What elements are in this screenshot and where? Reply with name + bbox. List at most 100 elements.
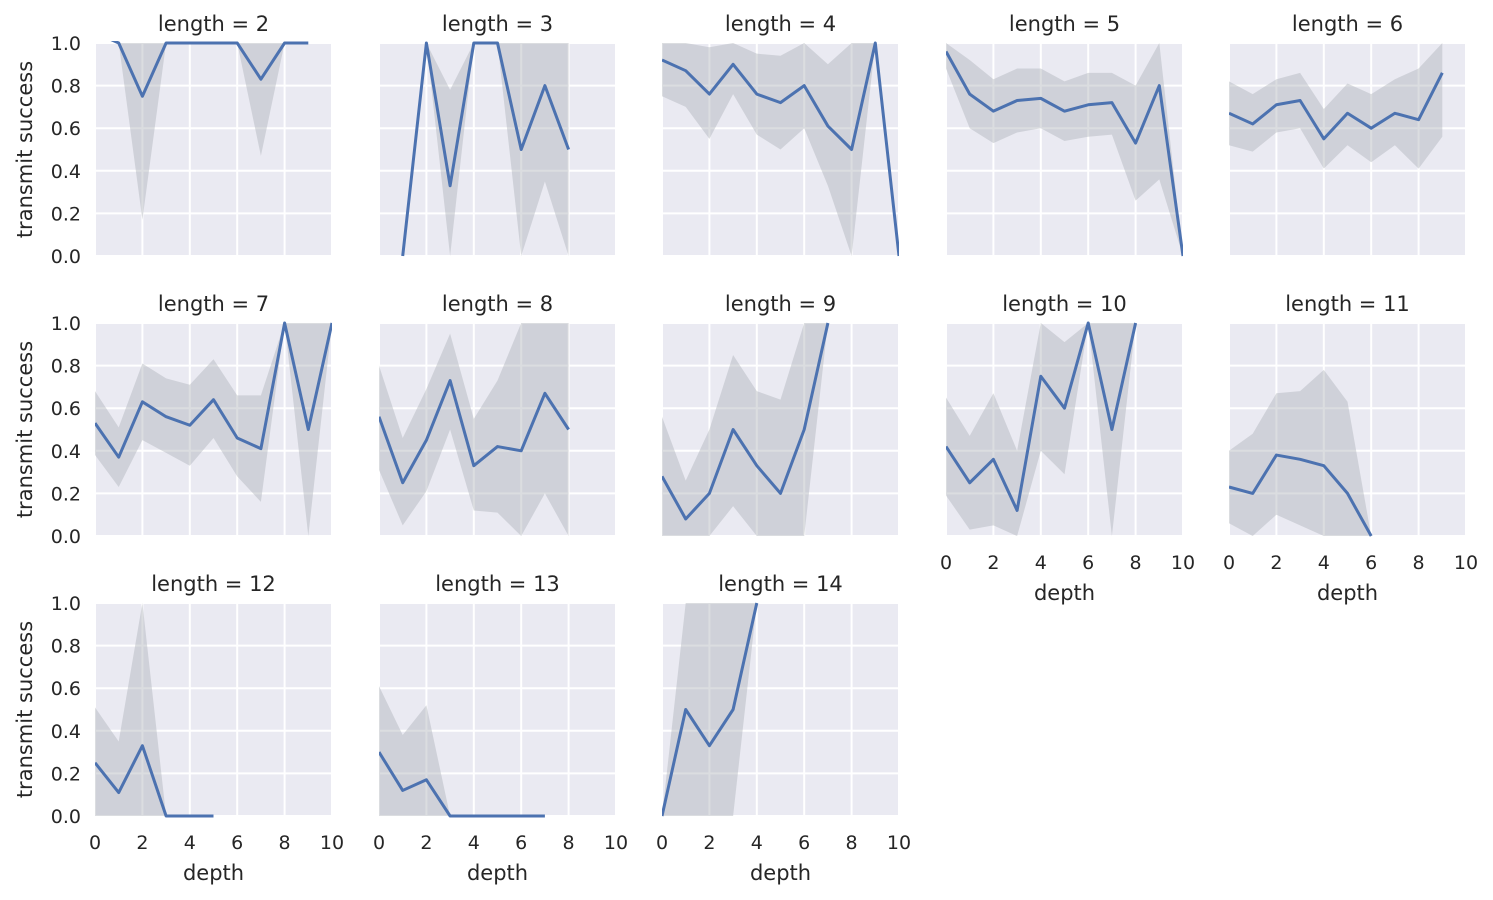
confidence-band	[95, 323, 332, 536]
confidence-band	[1229, 43, 1443, 169]
series-line	[662, 41, 899, 257]
confidence-band	[662, 323, 828, 536]
y-tick-label: 0.6	[51, 118, 81, 140]
x-tick-label: 4	[468, 832, 480, 854]
x-tick-label: 4	[1318, 552, 1330, 574]
x-tick-label: 2	[703, 832, 715, 854]
x-tick-label: 8	[279, 832, 291, 854]
facet-panel: length = 13 0 2 4 6 8 10 depth	[373, 572, 628, 885]
confidence-band	[95, 43, 309, 220]
panel-background	[1229, 323, 1466, 536]
x-tick-label: 2	[420, 832, 432, 854]
confidence-band	[946, 43, 1183, 256]
facet-panel: length = 14 0 2 4 6 8 10 depth	[656, 572, 911, 885]
y-tick-label: 1.0	[51, 593, 81, 615]
series-line	[946, 321, 1138, 512]
panel-title: length = 10	[1002, 292, 1127, 316]
y-tick-label: 0.8	[51, 76, 81, 98]
x-axis-label: depth	[467, 861, 528, 885]
facet-panel: length = 3	[378, 12, 617, 257]
y-tick-label: 1.0	[51, 33, 81, 55]
series-line	[379, 751, 545, 818]
y-tick-label: 0.0	[51, 526, 81, 548]
x-tick-label: 4	[1035, 552, 1047, 574]
panel-title: length = 11	[1285, 292, 1410, 316]
panel-title: length = 6	[1292, 12, 1403, 36]
confidence-band	[379, 323, 569, 536]
x-tick-label: 6	[231, 832, 243, 854]
series-line	[379, 379, 570, 485]
y-tick-label: 0.8	[51, 636, 81, 658]
x-tick-label: 6	[515, 832, 527, 854]
confidence-band	[662, 603, 757, 816]
y-tick-label: 0.6	[51, 398, 81, 420]
confidence-band	[946, 323, 1136, 536]
x-axis-label: depth	[1317, 581, 1378, 605]
panel-background	[379, 323, 616, 536]
x-axis-label: depth	[183, 861, 244, 885]
panel-background	[946, 43, 1183, 256]
x-tick-label: 6	[1365, 552, 1377, 574]
panel-background	[946, 323, 1183, 536]
panel-background	[662, 603, 899, 816]
y-axis-label: transmit success	[13, 621, 37, 798]
confidence-band	[662, 43, 899, 256]
confidence-band	[1229, 369, 1372, 536]
panel-title: length = 3	[442, 12, 553, 36]
y-tick-label: 0.0	[51, 246, 81, 268]
x-tick-label: 6	[798, 832, 810, 854]
y-tick-label: 0.2	[51, 203, 81, 225]
panel-background	[95, 603, 332, 816]
panel-title: length = 12	[151, 572, 276, 596]
x-tick-label: 8	[1413, 552, 1425, 574]
series-line	[946, 50, 1183, 257]
facet-panel: length = 11 0 2 4 6 8 10 depth	[1223, 292, 1478, 605]
facet-panel: length = 2 0.0 0.2 0.4 0.6 0.8 1.0 transmit suc…	[13, 12, 333, 268]
facet-panel: length = 10 0 2 4 6 8 10 depth	[940, 292, 1195, 605]
facet-panel: length = 8	[378, 292, 617, 537]
facet-panel: length = 7 0.0 0.2 0.4 0.6 0.8 1.0 transmit suc…	[13, 292, 333, 548]
panel-title: length = 5	[1009, 12, 1120, 36]
y-tick-label: 0.4	[51, 441, 81, 463]
facet-panel: length = 6	[1228, 12, 1467, 257]
confidence-band	[95, 603, 214, 816]
y-tick-label: 0.0	[51, 806, 81, 828]
panel-background	[379, 603, 616, 816]
y-axis-label: transmit success	[13, 61, 37, 238]
x-tick-label: 8	[846, 832, 858, 854]
facet-panel: length = 12 0.0 0.2 0.4 0.6 0.8 1.0 transmit su…	[13, 572, 344, 885]
x-tick-label: 4	[184, 832, 196, 854]
panel-title: length = 2	[158, 12, 269, 36]
panel-background	[379, 43, 616, 256]
y-tick-label: 0.2	[51, 483, 81, 505]
x-axis-label: depth	[750, 861, 811, 885]
facet-panel: length = 5	[945, 12, 1184, 257]
series-line	[401, 41, 571, 257]
x-tick-label: 10	[604, 832, 628, 854]
y-axis-label: transmit success	[13, 341, 37, 518]
panel-title: length = 9	[725, 292, 836, 316]
x-tick-label: 8	[563, 832, 575, 854]
x-tick-label: 0	[89, 832, 101, 854]
x-tick-label: 2	[1270, 552, 1282, 574]
confidence-band	[402, 43, 569, 256]
panel-title: length = 7	[158, 292, 269, 316]
series-line	[662, 602, 759, 817]
panel-title: length = 4	[725, 12, 836, 36]
y-tick-label: 0.8	[51, 356, 81, 378]
x-tick-label: 2	[136, 832, 148, 854]
x-tick-label: 10	[1454, 552, 1478, 574]
series-line	[110, 41, 309, 98]
x-tick-label: 0	[1223, 552, 1235, 574]
y-tick-label: 0.4	[51, 161, 81, 183]
x-tick-label: 8	[1130, 552, 1142, 574]
series-line	[95, 321, 332, 459]
panel-title: length = 8	[442, 292, 553, 316]
series-line	[662, 322, 830, 521]
x-tick-label: 10	[320, 832, 344, 854]
y-tick-label: 0.6	[51, 678, 81, 700]
y-tick-label: 0.2	[51, 763, 81, 785]
x-tick-label: 0	[373, 832, 385, 854]
x-tick-label: 0	[940, 552, 952, 574]
